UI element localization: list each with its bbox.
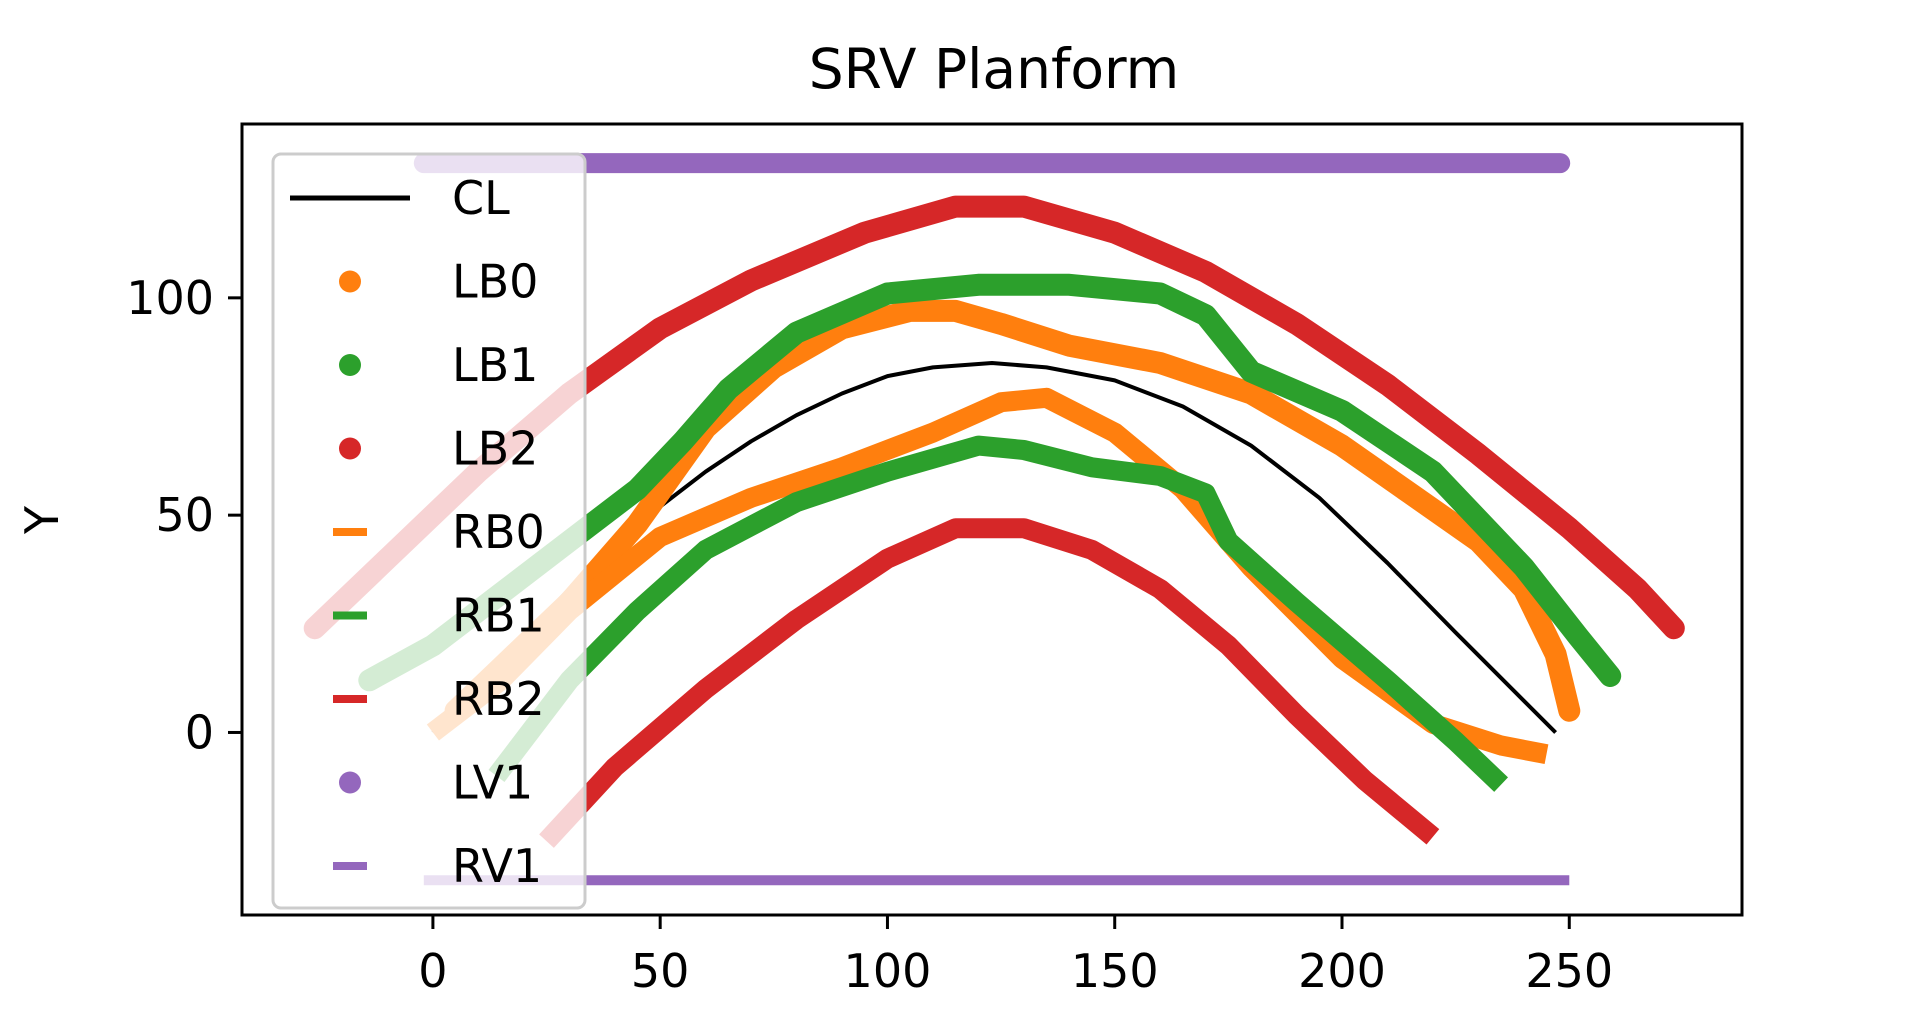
legend-lv1-swatch (339, 771, 361, 794)
legend-rb1-label: RB1 (452, 589, 545, 643)
legend-lb1-label: LB1 (452, 338, 538, 392)
series-rb2-line (539, 518, 1440, 848)
chart-title: SRV Planform (809, 37, 1179, 101)
legend-lv1-label: LV1 (452, 756, 533, 810)
y-tick-label: 50 (155, 488, 214, 542)
series-lb0-line (444, 299, 1581, 722)
x-tick-label: 50 (631, 944, 690, 998)
axes-frame (240, 122, 1744, 917)
legend: CL LB0 LB1 LB2 RB0 RB1 RB2 LV1 RV1 (271, 152, 587, 910)
series-rb1-line (488, 435, 1509, 792)
legend-lb0-swatch (339, 270, 361, 293)
legend-lb0-label: LB0 (452, 255, 538, 309)
legend-rv1-label: RV1 (452, 839, 542, 893)
x-tick-label: 200 (1298, 944, 1386, 998)
legend-cl-label: CL (452, 171, 510, 225)
legend-rb0-label: RB0 (452, 505, 545, 559)
x-tick-label: 100 (844, 944, 932, 998)
legend-lb2-label: LB2 (452, 422, 538, 476)
legend-box (271, 152, 587, 910)
y-axis-label: Y (15, 505, 69, 535)
y-tick-label: 0 (185, 705, 214, 759)
x-tick-label: 250 (1525, 944, 1613, 998)
y-tick-label: 100 (126, 271, 214, 325)
x-tick-label: 150 (1071, 944, 1159, 998)
legend-lb2-swatch (339, 437, 361, 460)
axis-ticks: 0 50 100 150 200 250 0 50 100 (126, 271, 1613, 998)
x-tick-label: 0 (418, 944, 447, 998)
legend-rb2-label: RB2 (452, 672, 545, 726)
legend-lb1-swatch (339, 354, 361, 376)
